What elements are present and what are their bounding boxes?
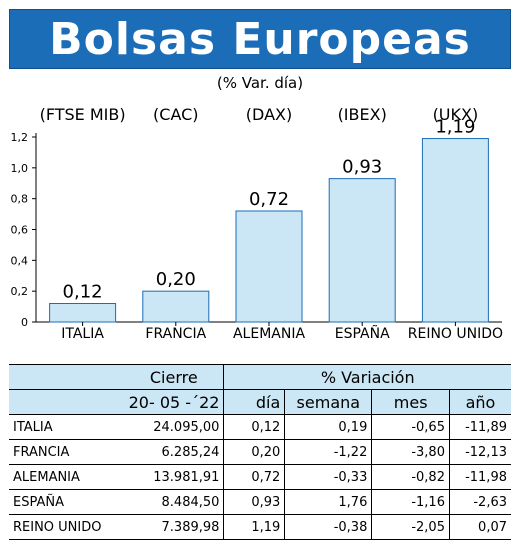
bar-value-label: 0,72 — [249, 189, 289, 210]
cell-mes: -3,80 — [371, 439, 450, 465]
bar — [235, 210, 303, 323]
category-label: ITALIA — [61, 326, 104, 342]
category-label: REINO UNIDO — [408, 326, 503, 342]
cell-cierre: 24.095,00 — [124, 414, 224, 440]
header-cierre: Cierre — [124, 364, 224, 390]
y-tick-label: 0,6 — [11, 224, 29, 237]
cell-ano: -12,13 — [448, 439, 511, 465]
header-empty-cell — [9, 364, 125, 390]
cell-cierre: 13.981,91 — [124, 464, 224, 490]
bar-value-label: 1,19 — [435, 117, 475, 138]
bar — [142, 290, 210, 323]
table-row: FRANCIA 6.285,24 0,20 -1,22 -3,80 -12,13 — [9, 439, 511, 465]
cell-dia: 1,19 — [223, 514, 285, 540]
header-variacion: % Variación — [223, 364, 511, 390]
cell-dia: 0,93 — [223, 489, 285, 515]
header-ano: año — [448, 389, 511, 415]
table-row: ESPAÑA 8.484,50 0,93 1,76 -1,16 -2,63 — [9, 489, 511, 515]
y-tick-label: 0 — [21, 316, 28, 329]
header-dia: día — [223, 389, 285, 415]
cell-pais: ITALIA — [9, 414, 125, 440]
index-label: (UKX) — [433, 105, 479, 124]
index-label: (CAC) — [153, 105, 199, 124]
y-tick-label: 1,2 — [11, 131, 29, 144]
cell-ano: 0,07 — [448, 514, 511, 540]
table-header-row-2: 20- 05 -´22 día semana mes año — [9, 389, 511, 415]
cell-pais: FRANCIA — [9, 439, 125, 465]
chart-title: Bolsas Europeas — [49, 14, 471, 65]
header-mes: mes — [371, 389, 450, 415]
cell-ano: -11,98 — [448, 464, 511, 490]
table-header-row-1: Cierre % Variación — [9, 364, 511, 390]
cell-mes: -0,65 — [371, 414, 450, 440]
cell-pais: ESPAÑA — [9, 489, 125, 515]
cell-mes: -1,16 — [371, 489, 450, 515]
category-label: FRANCIA — [145, 326, 206, 342]
bar-value-label: 0,12 — [63, 282, 103, 303]
y-tick-label: 0,8 — [11, 193, 29, 206]
bar-value-label: 0,93 — [342, 157, 382, 178]
header-semana: semana — [284, 389, 372, 415]
cell-cierre: 8.484,50 — [124, 489, 224, 515]
cell-semana: 0,19 — [284, 414, 372, 440]
cell-semana: 1,76 — [284, 489, 372, 515]
category-label: ESPAÑA — [335, 325, 390, 342]
y-tick-label: 0,4 — [11, 254, 29, 267]
bar — [49, 303, 117, 323]
bar — [421, 138, 489, 323]
cell-mes: -0,82 — [371, 464, 450, 490]
header-empty-cell-2 — [9, 389, 125, 415]
data-table: Cierre % Variación 20- 05 -´22 día seman… — [9, 364, 511, 540]
cell-ano: -2,63 — [448, 489, 511, 515]
cell-semana: -0,38 — [284, 514, 372, 540]
cell-dia: 0,72 — [223, 464, 285, 490]
cell-semana: -0,33 — [284, 464, 372, 490]
cell-semana: -1,22 — [284, 439, 372, 465]
cell-pais: REINO UNIDO — [9, 514, 125, 540]
index-label: (FTSE MIB) — [40, 105, 126, 124]
index-label: (DAX) — [246, 105, 292, 124]
bar-value-label: 0,20 — [156, 269, 196, 290]
table-row: REINO UNIDO 7.389,98 1,19 -0,38 -2,05 0,07 — [9, 514, 511, 540]
cell-mes: -2,05 — [371, 514, 450, 540]
cell-pais: ALEMANIA — [9, 464, 125, 490]
cell-cierre: 7.389,98 — [124, 514, 224, 540]
bar — [328, 178, 396, 323]
bar-chart: 0 0,2 0,4 0,6 0,8 1,0 1,2 0,12 ITALIA (FTSE MIB) 0… — [11, 105, 504, 342]
y-tick-label: 0,2 — [11, 285, 29, 298]
header-date: 20- 05 -´22 — [124, 389, 224, 415]
cell-cierre: 6.285,24 — [124, 439, 224, 465]
cell-ano: -11,89 — [448, 414, 511, 440]
table-body: ITALIA 24.095,00 0,12 0,19 -0,65 -11,89 FRANCI… — [9, 414, 511, 540]
index-label: (IBEX) — [338, 105, 387, 124]
cell-dia: 0,12 — [223, 414, 285, 440]
category-label: ALEMANIA — [233, 326, 305, 342]
cell-dia: 0,20 — [223, 439, 285, 465]
table-row: ITALIA 24.095,00 0,12 0,19 -0,65 -11,89 — [9, 414, 511, 440]
table-row: ALEMANIA 13.981,91 0,72 -0,33 -0,82 -11,98 — [9, 464, 511, 490]
chart-subtitle: (% Var. día) — [216, 74, 304, 92]
y-tick-label: 1,0 — [11, 162, 29, 175]
title-banner: Bolsas Europeas — [9, 9, 511, 69]
